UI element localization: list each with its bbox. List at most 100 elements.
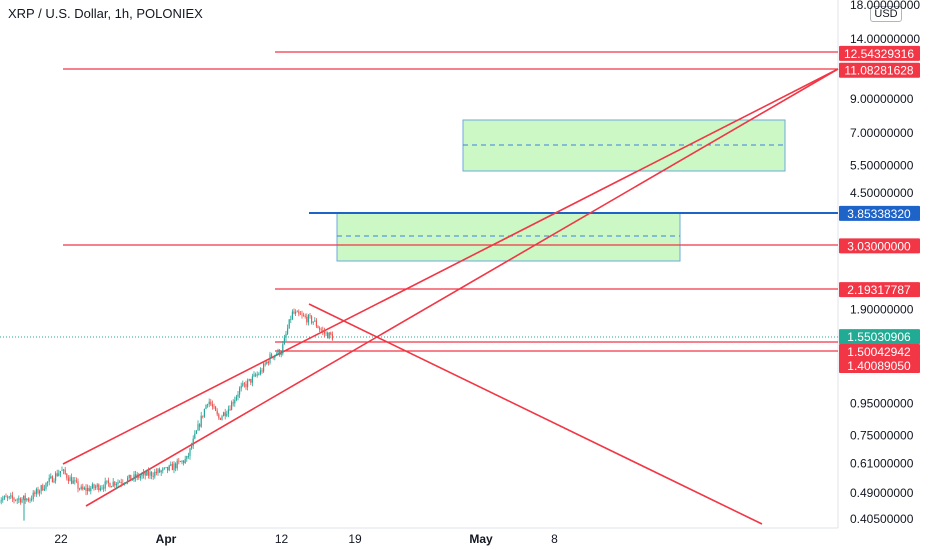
candle-body — [87, 487, 89, 491]
price-tick-label: 7.00000000 — [850, 126, 914, 140]
candle-body — [211, 404, 213, 407]
candle-body — [159, 469, 161, 473]
candle-body — [103, 487, 105, 489]
candle-body — [315, 320, 317, 327]
candle-body — [189, 448, 191, 456]
candle-body — [47, 481, 49, 483]
candle-body — [291, 311, 293, 320]
candle-body — [7, 497, 9, 498]
candle-body — [247, 380, 249, 388]
candle-body — [186, 455, 188, 460]
candle-body — [83, 488, 85, 490]
candle-body — [99, 488, 101, 491]
candle-body — [218, 414, 220, 418]
candle-body — [205, 405, 207, 410]
candle-body — [328, 332, 330, 339]
svg-text:12.54329316: 12.54329316 — [844, 47, 914, 61]
candle-body — [219, 417, 221, 420]
candle-body — [50, 476, 52, 478]
candle-body — [160, 470, 162, 473]
candle-body — [79, 488, 81, 490]
candle-body — [285, 333, 287, 338]
candle-body — [120, 481, 122, 483]
trendline-upper-channel — [62, 68, 839, 465]
price-tick-label: 0.61000000 — [850, 457, 914, 471]
time-tick-label: 8 — [551, 532, 558, 546]
candle-body — [55, 473, 57, 481]
candle-body — [234, 400, 236, 404]
candle-body — [275, 354, 277, 356]
candle-body — [261, 370, 263, 372]
candle-body — [325, 332, 327, 334]
candle-body — [235, 396, 237, 401]
candle-body — [280, 353, 282, 355]
candle-body — [165, 466, 167, 468]
candle-body — [122, 482, 124, 484]
candle-body — [250, 378, 252, 383]
candle-body — [258, 374, 260, 376]
candle-body — [58, 473, 60, 476]
candle-body — [296, 311, 298, 313]
candle-body — [221, 416, 223, 420]
candle-body — [24, 495, 26, 501]
candle-body — [299, 313, 301, 315]
price-tick-label: 9.00000000 — [850, 92, 914, 106]
candle-body — [245, 384, 247, 388]
candle-body — [168, 465, 170, 471]
candle-body — [11, 495, 13, 499]
candle-body — [152, 476, 154, 477]
candle-body — [267, 361, 269, 363]
svg-text:2.19317787: 2.19317787 — [847, 283, 911, 297]
candle-body — [91, 484, 93, 489]
candle-body — [157, 469, 159, 473]
candle-body — [82, 486, 84, 490]
candle-body — [59, 470, 61, 474]
candle-body — [106, 480, 108, 482]
time-tick-label: Apr — [156, 532, 177, 546]
candle-body — [330, 332, 332, 335]
candle-body — [327, 332, 329, 339]
trendline-downward — [308, 303, 763, 525]
candle-body — [112, 481, 114, 487]
candle-body — [237, 394, 239, 397]
candle-body — [171, 464, 173, 471]
price-tag: 1.50042942 — [839, 344, 920, 359]
candle-body — [109, 483, 111, 488]
candle-body — [331, 334, 333, 340]
candle-body — [200, 415, 202, 427]
candle-body — [56, 473, 58, 476]
candle-body — [231, 402, 233, 411]
candle-body — [23, 495, 25, 499]
candle-body — [141, 474, 143, 477]
candle-body — [8, 496, 10, 498]
price-tag: 2.19317787 — [839, 282, 920, 298]
candle-body — [32, 492, 34, 500]
candle-body — [2, 498, 4, 501]
candle-body — [208, 401, 210, 405]
candle-body — [19, 498, 21, 503]
price-tick-label: 4.50000000 — [850, 186, 914, 200]
candle-body — [101, 487, 103, 489]
candle-body — [287, 328, 289, 334]
price-tags: 12.54329316 11.08281628 3.85338320 3.030000… — [839, 45, 920, 373]
svg-text:11.08281628: 11.08281628 — [844, 64, 914, 78]
candle-body — [5, 496, 7, 498]
candle-body — [173, 463, 175, 471]
candle-body — [239, 388, 241, 395]
candle-body — [259, 370, 261, 375]
currency-selector[interactable]: USD — [870, 6, 902, 22]
candle-body — [123, 483, 125, 484]
candle-body — [96, 484, 98, 487]
candle-body — [243, 383, 245, 385]
price-tick-label: 1.90000000 — [850, 303, 914, 317]
candle-body — [240, 385, 242, 389]
candle-body — [317, 326, 319, 329]
candle-body — [232, 402, 234, 404]
candle-body — [61, 470, 63, 471]
candle-body — [3, 496, 5, 499]
candle-body — [53, 480, 55, 483]
candle-body — [155, 471, 157, 473]
candle-body — [107, 480, 109, 484]
candle-body — [224, 412, 226, 416]
